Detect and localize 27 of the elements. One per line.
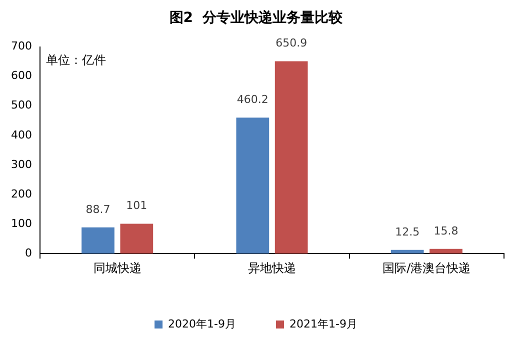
y-tick-label: 400 xyxy=(10,128,32,142)
data-label: 460.2 xyxy=(236,93,268,106)
data-label: 88.7 xyxy=(86,202,110,216)
bar xyxy=(274,61,308,254)
x-tick-label: 同城快递 xyxy=(93,260,142,275)
bar xyxy=(390,250,424,254)
y-tick-label: 500 xyxy=(10,98,32,112)
x-tick-label: 国际/港澳台快递 xyxy=(382,260,471,275)
bar xyxy=(430,248,462,254)
y-tick-label: 700 xyxy=(10,40,32,53)
y-tick-label: 600 xyxy=(10,69,32,82)
bar xyxy=(82,227,114,254)
data-label: 650.9 xyxy=(276,36,308,50)
bar xyxy=(120,224,154,254)
data-label: 15.8 xyxy=(434,224,458,238)
bar xyxy=(236,118,270,254)
legend-label: 2020年1-9月 xyxy=(168,317,236,330)
annotation: 单位：亿件 xyxy=(46,52,106,67)
y-tick-label: 300 xyxy=(10,158,32,171)
y-tick-label: 200 xyxy=(10,187,32,200)
data-label: 101 xyxy=(126,199,148,212)
chart-title: 图2 分专业快递业务量比较 xyxy=(169,9,344,26)
y-tick-label: 0 xyxy=(24,246,32,260)
legend-label: 2021年1-9月 xyxy=(290,317,358,330)
y-tick-label: 100 xyxy=(10,216,32,230)
data-label: 12.5 xyxy=(395,225,420,238)
x-tick-label: 异地快递 xyxy=(248,260,296,275)
